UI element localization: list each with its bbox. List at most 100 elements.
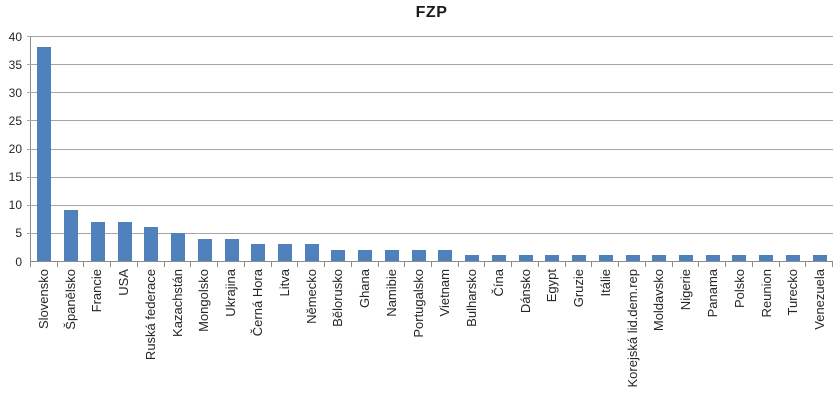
x-axis-label: Bělorusko: [324, 269, 351, 415]
bar: [465, 255, 480, 261]
bar: [678, 255, 693, 261]
x-axis-label: Německo: [298, 269, 325, 415]
x-axis-label: Korejská lid.dem.rep: [619, 269, 646, 415]
x-axis-label: Turecko: [779, 269, 806, 415]
x-axis-label: Bulharsko: [458, 269, 485, 415]
bar-slot: [165, 36, 192, 261]
x-tick: [270, 262, 298, 267]
x-tick: [832, 262, 834, 267]
x-axis-label-text: Francie: [89, 269, 105, 313]
x-axis-label: Namibie: [378, 269, 405, 415]
x-axis-label: Ghana: [351, 269, 378, 415]
bar-slot: [191, 36, 218, 261]
plot-area: [27, 36, 833, 262]
bar-slot: [806, 36, 833, 261]
bar: [572, 255, 587, 261]
y-axis-label: 30: [8, 85, 22, 100]
x-tick: [83, 262, 110, 267]
bar: [411, 249, 426, 261]
x-axis-label-text: Polsko: [731, 269, 747, 309]
gridline: [27, 176, 833, 178]
x-tick: [297, 262, 324, 267]
gridline: [27, 92, 833, 94]
x-tick: [805, 262, 832, 267]
y-axis: 0 5 10 15 20 25 30 35 40: [0, 31, 24, 268]
y-axis-label: 35: [8, 57, 22, 72]
x-axis-label-text: Dánsko: [517, 269, 533, 314]
x-axis-label-text: Černá Hora: [250, 269, 265, 337]
bar-slot: [84, 36, 111, 261]
x-axis-label-text: Turecko: [785, 269, 801, 316]
x-axis-label-text: Nigerie: [678, 269, 694, 311]
y-axis-label: 15: [8, 170, 22, 185]
y-axis-label: 25: [8, 113, 22, 128]
bar-slot: [111, 36, 138, 261]
bar: [64, 210, 79, 261]
bar-slot: [218, 36, 245, 261]
bar-slot: [379, 36, 406, 261]
bar-slot: [780, 36, 807, 261]
bar: [545, 255, 560, 261]
bar-slot: [753, 36, 780, 261]
bar: [625, 255, 640, 261]
bar-slot: [352, 36, 379, 261]
x-axis-label: Kazachstán: [164, 269, 191, 415]
bar: [304, 244, 319, 261]
bar: [251, 244, 266, 261]
x-axis-labels: Slovensko Španělsko Francie USA Ruská federa…: [30, 269, 833, 415]
bar: [652, 255, 667, 261]
bar: [277, 244, 292, 261]
bar: [438, 249, 453, 261]
x-axis-label-text: Bulharsko: [464, 269, 480, 327]
x-tick: [377, 262, 405, 267]
x-axis-label: Vietnam: [431, 269, 458, 415]
bar: [117, 221, 132, 261]
y-axis-label: 10: [8, 198, 22, 213]
bar-slot: [485, 36, 512, 261]
bar-slot: [298, 36, 325, 261]
bar: [705, 255, 720, 261]
bar-slot: [699, 36, 726, 261]
x-tick: [484, 262, 511, 267]
x-axis-label: Panama: [699, 269, 726, 415]
x-tick: [431, 262, 458, 267]
x-axis-label: USA: [110, 269, 137, 415]
x-tick: [110, 262, 137, 267]
bar: [491, 255, 506, 261]
x-tick: [725, 262, 752, 267]
x-axis-label-text: USA: [116, 269, 132, 296]
x-tick: [404, 262, 431, 267]
bar: [518, 255, 533, 261]
x-tick: [30, 262, 57, 267]
x-axis-label-text: Německo: [303, 269, 319, 324]
bar-slot: [138, 36, 165, 261]
x-tick: [778, 262, 806, 267]
bar-slot: [31, 36, 58, 261]
bar-slot: [726, 36, 753, 261]
x-axis-label-text: Ghana: [357, 269, 373, 309]
x-axis-label-text: Čína: [490, 269, 506, 297]
x-tick: [537, 262, 565, 267]
bar-slot: [539, 36, 566, 261]
x-axis-label: Mongolsko: [191, 269, 218, 415]
x-tick: [56, 262, 84, 267]
x-tick: [217, 262, 244, 267]
bar-slot: [245, 36, 272, 261]
x-tick: [618, 262, 645, 267]
x-axis-label: Itálie: [592, 269, 619, 415]
x-axis-label-text: Namibie: [383, 269, 399, 317]
bar: [598, 255, 613, 261]
x-tick: [350, 262, 378, 267]
x-axis-label-text: Panama: [705, 269, 721, 318]
x-axis-label-text: Vietnam: [437, 269, 453, 317]
x-tick: [243, 262, 271, 267]
x-axis-label-text: Ukrajina: [223, 269, 239, 317]
x-axis-label: Dánsko: [512, 269, 539, 415]
bar: [331, 249, 346, 261]
bar: [732, 255, 747, 261]
x-tick: [644, 262, 672, 267]
bar-slot: [459, 36, 486, 261]
bar: [759, 255, 774, 261]
chart-title: FZP: [415, 4, 448, 21]
